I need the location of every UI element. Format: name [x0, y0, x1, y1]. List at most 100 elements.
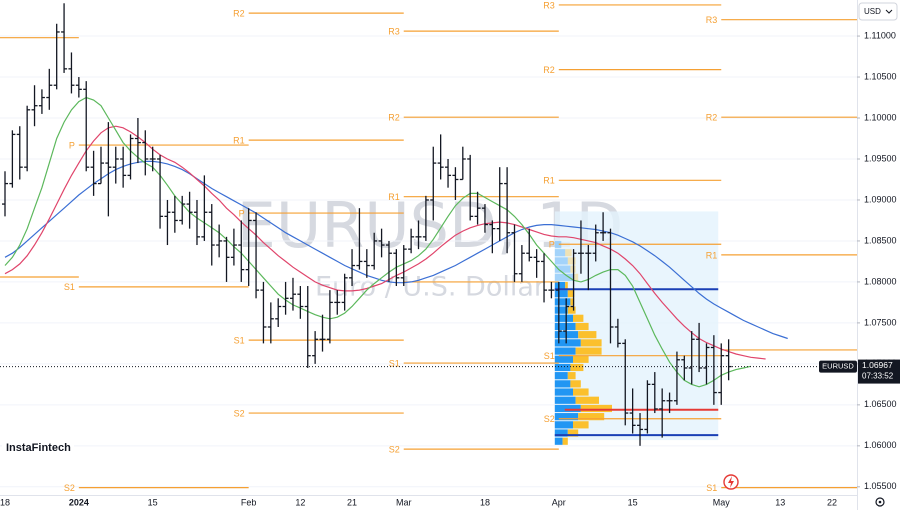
profile-down: [567, 429, 579, 437]
profile-up: [554, 355, 573, 363]
currency-label[interactable]: USD: [864, 7, 881, 16]
profile-up: [554, 240, 562, 249]
x-tick-label: 15: [148, 497, 158, 507]
y-tick-label: 1.10500: [864, 71, 897, 81]
ma-line: [4, 96, 751, 388]
y-tick-label: 1.06000: [864, 440, 897, 450]
pivot-label: S1: [234, 335, 245, 345]
profile-up: [554, 380, 571, 388]
pivot-label: R1: [706, 250, 718, 260]
y-tick-label: 1.08500: [864, 235, 897, 245]
profile-down: [567, 372, 576, 380]
profile-down: [580, 404, 612, 413]
pivot-label: R2: [388, 113, 400, 123]
profile-up: [554, 372, 568, 380]
brand-text: InstaFintech: [6, 442, 71, 454]
pivot-label: R1: [543, 176, 555, 186]
y-tick-label: 1.09500: [864, 153, 897, 163]
pivot-label: R2: [706, 113, 718, 123]
y-tick-label: 1.05500: [864, 481, 897, 491]
x-tick-label: 18: [480, 497, 490, 507]
profile-down: [573, 355, 589, 363]
x-tick-label: Apr: [552, 497, 566, 507]
brand-logo: InstaFintech: [2, 436, 74, 460]
profile-down: [575, 347, 602, 355]
price-box: [858, 359, 900, 384]
x-tick-label: Feb: [241, 497, 257, 507]
profile-down: [578, 413, 605, 421]
x-tick-label: 15: [628, 497, 638, 507]
settings-button[interactable]: [875, 497, 885, 507]
profile-up: [554, 281, 566, 290]
profile-down: [567, 257, 576, 265]
chevron[interactable]: [885, 9, 893, 14]
profile-up: [554, 429, 568, 437]
y-tick-label: 1.10000: [864, 112, 897, 122]
profile-up: [554, 273, 575, 281]
profile-down: [575, 396, 599, 404]
y-tick-label: 1.06500: [864, 399, 897, 409]
currency-button[interactable]: USD: [858, 2, 898, 21]
last-price-label: 1.06967: [862, 360, 893, 370]
x-tick-label: 12: [295, 497, 305, 507]
profile-up: [554, 437, 563, 445]
profile-down: [575, 322, 589, 331]
y-tick-label: 1.09000: [864, 194, 897, 204]
profile-up: [554, 339, 581, 347]
pivot-label: P: [239, 208, 245, 218]
profile-up: [554, 249, 566, 257]
pivot-label: P: [69, 140, 75, 150]
profile-up: [554, 388, 573, 396]
x-tick-label: 18: [0, 497, 10, 507]
x-tick-label: 2024: [69, 497, 89, 507]
profile-up: [554, 298, 571, 306]
pivot-label: S1: [544, 351, 555, 361]
x-tick-label: 21: [347, 497, 357, 507]
profile-down: [565, 249, 572, 257]
x-tick-label: May: [713, 497, 731, 507]
profile-down: [570, 298, 575, 306]
profile-down: [580, 339, 602, 347]
pivot-label: R2: [543, 65, 555, 75]
pivot-label: R1: [233, 136, 245, 146]
alert-icon[interactable]: [723, 474, 739, 490]
ma-line: [4, 125, 766, 360]
profile-down: [567, 290, 575, 298]
profile-down: [578, 331, 597, 339]
gear-ring[interactable]: [875, 497, 885, 507]
profile-up: [554, 404, 581, 413]
profile-down: [574, 273, 579, 281]
countdown-label: 07:33:52: [862, 372, 894, 381]
profile-down: [573, 314, 584, 322]
profile-down: [570, 380, 581, 388]
profile-down: [565, 281, 568, 290]
profile-up: [554, 396, 576, 404]
gear-hub[interactable]: [878, 500, 882, 504]
alert-bolt[interactable]: [728, 476, 734, 488]
symbol-box: [819, 360, 857, 373]
profile-down: [570, 363, 584, 372]
profile-up: [554, 413, 579, 421]
profile-down: [562, 437, 568, 445]
pivot-label: S1: [706, 483, 717, 493]
profile-up: [554, 290, 568, 298]
pivot-label: S2: [544, 414, 555, 424]
x-tick-label: 22: [827, 497, 837, 507]
y-tick-label: 1.07500: [864, 317, 897, 327]
profile-up: [554, 257, 568, 265]
brand-box: [2, 436, 74, 460]
profile-up: [554, 314, 573, 322]
x-tick-label: 13: [775, 497, 785, 507]
profile-up: [554, 421, 573, 429]
pivot-label: R3: [706, 15, 718, 25]
pivot-label: R3: [388, 27, 400, 37]
y-tick-label: 1.08000: [864, 276, 897, 286]
profile-down: [573, 421, 589, 429]
pivot-label: S1: [64, 282, 75, 292]
profile-up: [554, 322, 576, 331]
y-tick-label: 1.11000: [864, 30, 896, 40]
pivot-label: S2: [234, 408, 245, 418]
currency-button-box[interactable]: [858, 2, 898, 21]
